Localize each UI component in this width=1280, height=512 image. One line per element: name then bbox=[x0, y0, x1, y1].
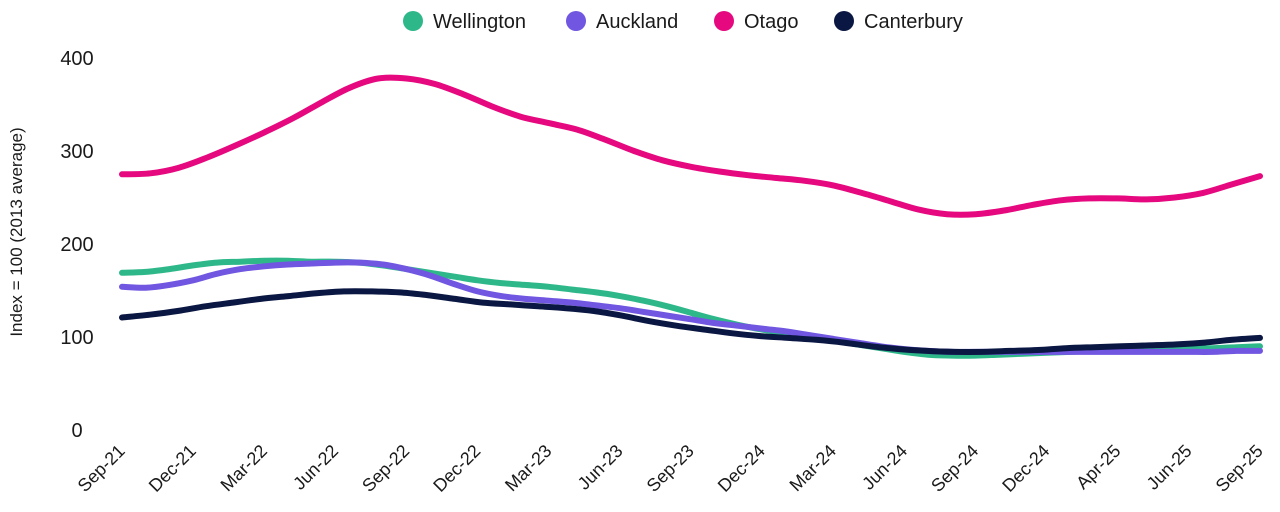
legend-item-canterbury: Canterbury bbox=[834, 11, 963, 33]
series-line-auckland bbox=[119, 259, 1263, 355]
series-line-otago bbox=[119, 74, 1263, 218]
legend-item-auckland: Auckland bbox=[566, 11, 678, 33]
legend: Wellington Auckland Otago Canterbury bbox=[403, 11, 963, 33]
x-tick-label: Jun-22 bbox=[289, 441, 342, 494]
legend-label: Auckland bbox=[596, 11, 678, 33]
x-tick-label: Dec-24 bbox=[714, 441, 769, 496]
legend-marker bbox=[403, 11, 423, 31]
x-tick-label: Sep-21 bbox=[74, 441, 129, 496]
series-group bbox=[119, 74, 1263, 359]
x-tick-label: Mar-22 bbox=[217, 441, 271, 495]
x-tick-label: Mar-23 bbox=[501, 441, 555, 495]
x-tick-label: Sep-22 bbox=[358, 441, 413, 496]
legend-item-wellington: Wellington bbox=[403, 11, 526, 33]
x-tick-label: Dec-24 bbox=[998, 441, 1053, 496]
x-axis: Sep-21 Dec-21 Mar-22 Jun-22 Sep-22 Dec-22 Mar-… bbox=[74, 441, 1267, 496]
legend-label: Otago bbox=[744, 11, 798, 33]
series-line-canterbury bbox=[119, 288, 1263, 355]
series-line-wellington bbox=[119, 257, 1263, 359]
y-tick-label: 300 bbox=[60, 141, 93, 163]
legend-marker bbox=[834, 11, 854, 31]
y-axis: Index = 100 (2013 average) 0 100 200 300 400 bbox=[7, 48, 94, 442]
x-tick-label: Mar-24 bbox=[786, 441, 840, 495]
x-tick-label: Sep-23 bbox=[643, 441, 698, 496]
y-tick-label: 100 bbox=[60, 327, 93, 349]
y-tick-label: 200 bbox=[60, 234, 93, 256]
legend-marker bbox=[566, 11, 586, 31]
legend-label: Wellington bbox=[433, 11, 526, 33]
x-tick-label: Sep-24 bbox=[927, 441, 982, 496]
y-tick-label: 0 bbox=[71, 420, 82, 442]
y-axis-title: Index = 100 (2013 average) bbox=[7, 127, 26, 336]
x-tick-label: Jun-24 bbox=[858, 441, 911, 494]
x-tick-label: Dec-21 bbox=[145, 441, 200, 496]
legend-label: Canterbury bbox=[864, 11, 963, 33]
x-tick-label: Sep-25 bbox=[1212, 441, 1267, 496]
x-tick-label: Apr-25 bbox=[1072, 441, 1124, 493]
legend-marker bbox=[714, 11, 734, 31]
x-tick-label: Dec-22 bbox=[429, 441, 484, 496]
legend-item-otago: Otago bbox=[714, 11, 798, 33]
x-tick-label: Jun-25 bbox=[1143, 441, 1196, 494]
x-tick-label: Jun-23 bbox=[574, 441, 627, 494]
y-tick-label: 400 bbox=[60, 48, 93, 70]
